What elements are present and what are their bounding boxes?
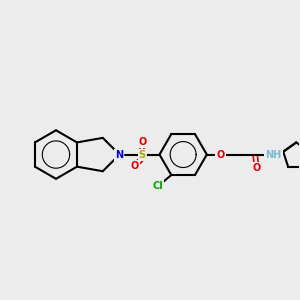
Text: O: O	[138, 137, 146, 147]
Text: O: O	[130, 161, 139, 171]
Text: S: S	[139, 149, 146, 160]
Text: N: N	[116, 149, 124, 160]
Text: O: O	[253, 163, 261, 173]
Text: Cl: Cl	[152, 181, 163, 191]
Text: NH: NH	[266, 149, 282, 160]
Text: O: O	[216, 149, 225, 160]
